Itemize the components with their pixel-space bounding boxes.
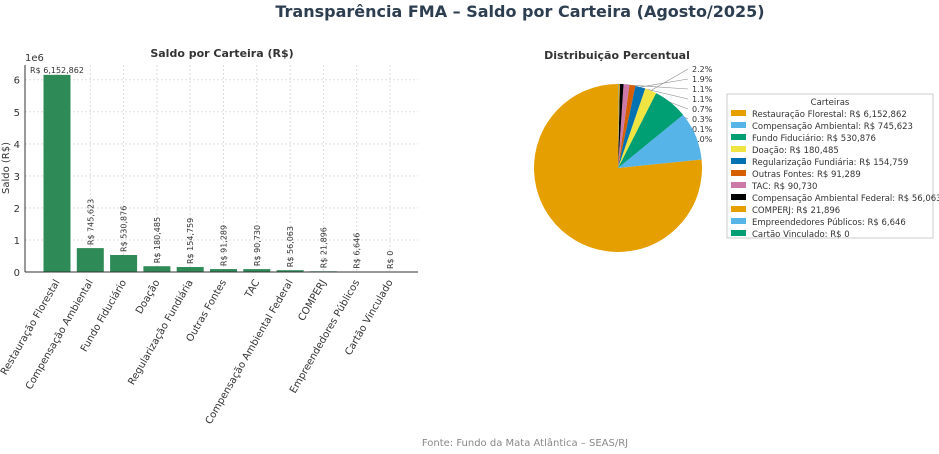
legend-entry: Empreendedores Públicos: R$ 6,646 (752, 218, 906, 228)
y-tick-label: 4 (14, 140, 20, 151)
legend-swatch (731, 230, 746, 236)
x-tick-label: Doação (134, 278, 162, 316)
legend-entry: Doação: R$ 180,485 (752, 146, 839, 156)
y-tick-label: 0 (14, 268, 20, 279)
pie-leader-line (640, 78, 689, 88)
pie-pct-label: 1.1% (692, 95, 713, 104)
y-tick-label: 5 (14, 108, 20, 119)
pie-slice (618, 88, 657, 168)
legend-swatch (731, 206, 746, 212)
legend (726, 93, 934, 239)
y-tick-label: 2 (14, 204, 20, 215)
pie-slice (618, 114, 702, 168)
pie-pct-label: 2.2% (692, 65, 713, 74)
pie-pct-label: 0.7% (692, 105, 713, 114)
pie-pct-label: 1.1% (692, 85, 713, 94)
legend-entry: Compensação Ambiental: R$ 745,623 (752, 122, 913, 132)
bar (276, 270, 304, 272)
bar (210, 269, 237, 272)
legend-swatch (731, 158, 746, 164)
bar-data-label: R$ 6,152,862 (30, 66, 84, 75)
pie-slice (618, 84, 624, 168)
legend-swatch (731, 122, 746, 128)
legend-swatch (731, 110, 746, 116)
y-axis-label: Saldo (R$) (1, 142, 12, 194)
x-tick-label: Restauração Florestal (0, 278, 63, 377)
bar-data-label: R$ 745,623 (86, 199, 95, 245)
footer-source: Fonte: Fundo da Mata Atlântica – SEAS/RJ (422, 437, 628, 449)
legend-entry: TAC: R$ 90,730 (751, 182, 817, 192)
bar (243, 269, 271, 272)
pie-slice (618, 93, 684, 168)
legend-swatch (731, 146, 746, 152)
legend-entry: COMPERJ: R$ 21,896 (752, 206, 840, 216)
legend-entry: Regularização Fundiária: R$ 154,759 (752, 158, 908, 168)
pie-pct-label: 1.9% (692, 75, 713, 84)
x-tick-label: COMPERJ (297, 278, 329, 323)
bar-data-label: R$ 90,730 (253, 225, 262, 266)
bar-chart-title: Saldo por Carteira (R$) (150, 47, 293, 60)
y-tick-label: 3 (14, 172, 20, 183)
x-tick-label: Compensação Ambiental (24, 278, 96, 392)
bar (76, 248, 104, 272)
legend-entry: Cartão Vinculado: R$ 0 (752, 230, 850, 240)
x-tick-label: TAC (243, 278, 263, 301)
pie-pct-label: 0.0% (692, 135, 713, 144)
bar (143, 266, 171, 272)
legend-swatch (731, 134, 746, 140)
legend-entry: Compensação Ambiental Federal: R$ 56,063 (752, 194, 939, 204)
pie-slice (618, 84, 630, 168)
bar-data-label: R$ 91,289 (220, 225, 229, 266)
y-tick-label: 6 (14, 76, 20, 87)
pie-slice (618, 84, 636, 168)
bar-data-label: R$ 154,759 (186, 218, 195, 264)
y-scale-label: 1e6 (25, 53, 44, 64)
bar-data-label: R$ 56,063 (286, 226, 295, 267)
legend-swatch (731, 182, 746, 188)
bar (176, 267, 204, 272)
legend-swatch (731, 218, 746, 224)
bar (110, 254, 138, 272)
bar-data-label: R$ 6,646 (353, 233, 362, 269)
legend-entry: Outras Fontes: R$ 91,289 (752, 170, 861, 180)
pie-chart-title: Distribuição Percentual (544, 49, 690, 62)
legend-entry: Fundo Fiduciário: R$ 530,876 (752, 134, 876, 144)
bar-data-label: R$ 0 (386, 251, 395, 269)
legend-entry: Restauração Florestal: R$ 6,152,862 (752, 110, 907, 120)
bar-data-label: R$ 21,896 (319, 227, 328, 268)
bar-data-label: R$ 180,485 (153, 217, 162, 263)
pie-slice (618, 84, 620, 168)
x-tick-label: Regularização Fundiária (126, 278, 196, 388)
bar (43, 74, 71, 272)
y-tick-label: 1 (14, 236, 20, 247)
pie-slice (618, 85, 646, 168)
legend-swatch (731, 194, 746, 200)
legend-title: Carteiras (811, 98, 850, 108)
bar-data-label: R$ 530,876 (120, 206, 129, 252)
figure-title: Transparência FMA – Saldo por Carteira (… (275, 2, 764, 21)
x-tick-label: Empreendedores Públicos (287, 278, 362, 396)
pie-pct-label: 0.1% (692, 125, 713, 134)
pie-pct-label: 0.3% (692, 115, 713, 124)
pie-leader-line (632, 84, 689, 90)
legend-swatch (731, 170, 746, 176)
